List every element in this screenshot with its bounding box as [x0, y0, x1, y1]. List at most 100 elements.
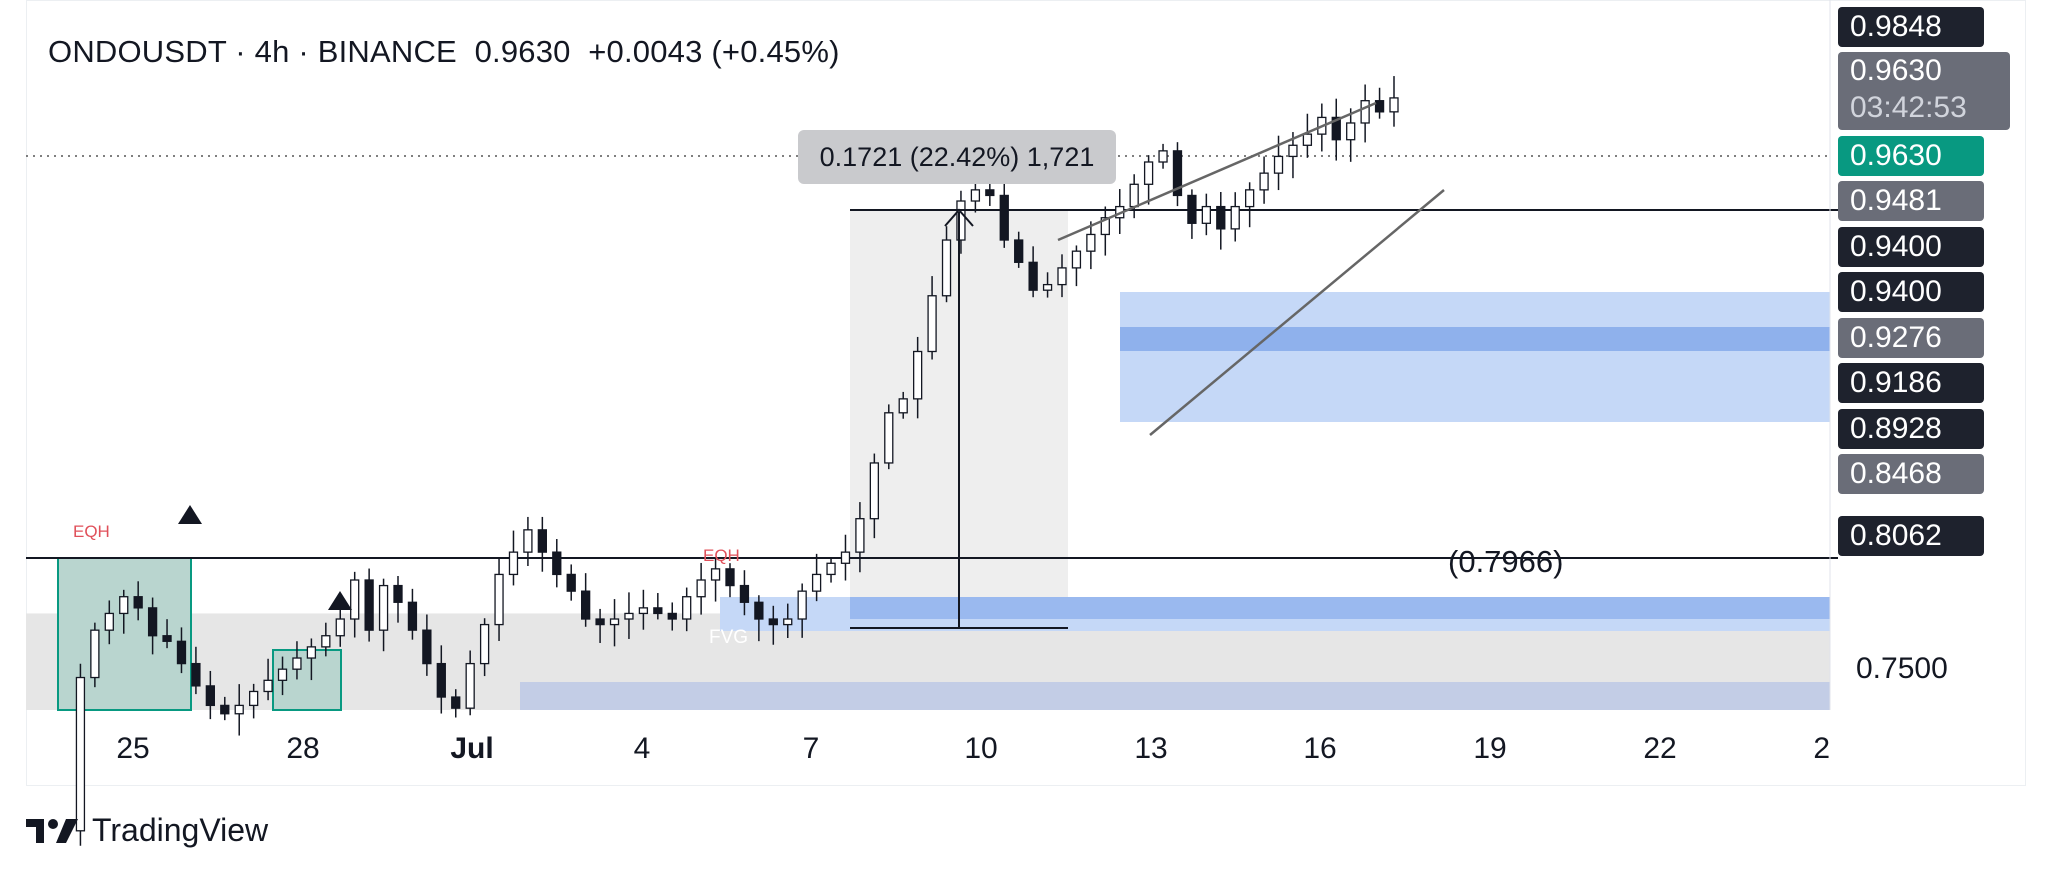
x-tick-label: 13: [1134, 732, 1168, 765]
tradingview-icon: [26, 818, 78, 843]
candle-body: [249, 690, 259, 707]
candle-body: [494, 573, 504, 626]
candle-body: [696, 579, 706, 598]
candle-body: [263, 679, 273, 693]
candle-body: [1389, 97, 1399, 113]
candle-body: [75, 676, 86, 832]
symbol-name[interactable]: ONDOUSDT: [48, 34, 227, 69]
candle-body: [306, 646, 317, 659]
candle-body: [364, 579, 374, 631]
lower-zone: [520, 682, 1830, 710]
candle-body: [898, 398, 908, 414]
candle-body: [1346, 122, 1356, 141]
candle-body: [1172, 150, 1183, 197]
wedge-upper-line: [1057, 101, 1377, 242]
candle-body: [826, 562, 836, 576]
candle-body: [378, 584, 389, 631]
candle-body: [537, 529, 547, 553]
candle-body: [595, 618, 605, 626]
candle-body: [566, 573, 576, 592]
interval-label[interactable]: 4h: [254, 34, 290, 69]
candle-body: [855, 518, 865, 553]
candle-body: [508, 551, 519, 576]
demand-zone: [1120, 292, 1830, 422]
candle-body: [393, 584, 403, 603]
accumulation-box: [272, 649, 342, 711]
fvg-zone-core: [850, 597, 1830, 619]
price-change: +0.0043 (+0.45%): [588, 34, 840, 69]
candle-body: [451, 696, 461, 709]
candle-body: [1259, 172, 1269, 191]
candle-body: [754, 601, 764, 620]
level-label: (0.7966): [1448, 544, 1564, 579]
candle-body: [884, 412, 894, 464]
candle-body: [739, 584, 750, 603]
exchange-label: BINANCE: [317, 34, 457, 69]
candle-body: [176, 640, 187, 665]
candle-body: [581, 590, 591, 620]
candle-body: [1143, 161, 1154, 185]
x-tick-label: 25: [116, 732, 150, 765]
candle-body: [465, 662, 475, 709]
candle-body: [1028, 261, 1038, 291]
candle-body: [1230, 205, 1240, 230]
candle-body: [104, 612, 114, 631]
candle-body: [133, 596, 143, 609]
candle-body: [1158, 150, 1168, 163]
candle-body: [1201, 205, 1211, 224]
chart-frame[interactable]: [26, 0, 2026, 786]
price-badge: 0.9400: [1838, 227, 1984, 267]
candle-body: [710, 568, 721, 581]
candle-body: [1302, 133, 1313, 146]
candle-body: [1042, 283, 1053, 291]
x-tick-label: 10: [964, 732, 998, 765]
countdown-timer: 03:42:53: [1850, 91, 1967, 124]
price-badge: 0.9186: [1838, 363, 1984, 403]
brand-name: TradingView: [92, 812, 269, 848]
candle-body: [927, 295, 937, 353]
last-price: 0.9630: [474, 34, 571, 69]
separator: ·: [298, 34, 309, 69]
triangle-marker: [178, 505, 202, 524]
candle-body: [205, 685, 215, 707]
eqh-label-left: EQH: [73, 522, 110, 541]
candle-body: [797, 590, 807, 620]
measure-tool-label[interactable]: 0.1721 (22.42%) 1,721: [798, 130, 1116, 184]
candle-body: [1187, 194, 1197, 224]
candle-body: [234, 704, 244, 715]
candle-body: [1273, 155, 1284, 174]
candle-body: [1071, 250, 1082, 269]
candle-body: [725, 568, 735, 587]
candle-body: [941, 239, 952, 297]
x-tick-label: 16: [1303, 732, 1337, 765]
candle-body: [1331, 116, 1341, 141]
wedge-lower-line: [1149, 189, 1445, 436]
price-badge: 0.8928: [1838, 409, 1984, 449]
price-badge: 0.9276: [1838, 318, 1984, 358]
candle-body: [321, 635, 331, 648]
candle-body: [1086, 233, 1096, 252]
eqh-label-mid: EQH: [703, 546, 740, 565]
candle-body: [999, 194, 1009, 241]
measure-arrow-head: [944, 208, 974, 227]
price-badge: 0.9481: [1838, 181, 1984, 221]
tradingview-logo[interactable]: TradingView: [26, 812, 268, 849]
candle-body: [1129, 183, 1139, 208]
candle-body: [624, 612, 634, 620]
candle-body: [913, 350, 923, 400]
candle-body: [1216, 205, 1226, 230]
candle-body: [638, 607, 649, 615]
candle-body: [162, 635, 172, 642]
candle-body: [147, 607, 158, 637]
x-tick-label: Jul: [450, 732, 494, 765]
candle-body: [1360, 100, 1370, 124]
x-tick-label: 22: [1643, 732, 1677, 765]
candle-body: [609, 618, 620, 626]
candle-body: [1374, 100, 1385, 113]
candle-body: [1057, 267, 1067, 286]
candle-body: [407, 601, 418, 631]
candle-body: [956, 200, 966, 241]
candle-body: [1014, 239, 1024, 263]
candle-body: [985, 189, 995, 197]
